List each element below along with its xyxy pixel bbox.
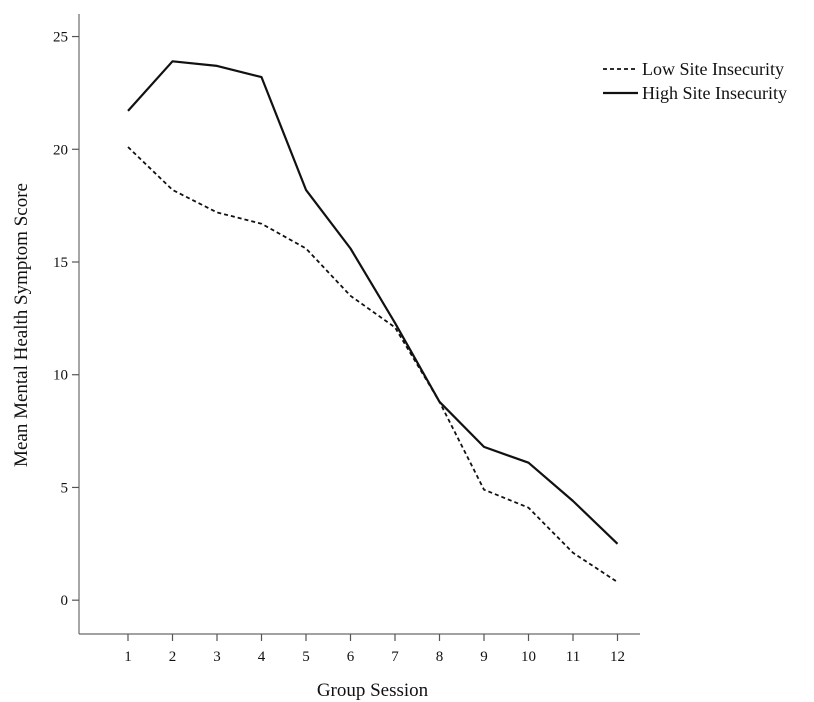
x-tick-label: 1 [124,649,132,665]
y-tick-label: 10 [53,368,68,384]
y-tick-label: 15 [53,255,68,271]
x-tick-label: 6 [347,649,355,665]
x-tick-label: 12 [610,649,625,665]
y-tick-label: 0 [61,593,69,609]
x-tick-label: 11 [566,649,580,665]
legend-label: Low Site Insecurity [642,59,784,79]
y-axis-title: Mean Mental Health Symptom Score [11,183,32,467]
legend-label: High Site Insecurity [642,83,787,103]
x-tick-label: 9 [480,649,488,665]
x-tick-label: 4 [258,649,266,665]
y-tick-label: 20 [53,142,68,158]
x-tick-label: 7 [391,649,399,665]
series-line-low-site-insecurity [127,146,618,583]
x-tick-label: 8 [436,649,444,665]
x-tick-label: 5 [302,649,310,665]
x-tick-label: 10 [521,649,536,665]
series-line-high-site-insecurity [127,60,619,545]
series-lines [127,60,619,583]
y-tick-label: 25 [53,30,68,46]
y-tick-label: 5 [61,480,69,496]
x-tick-label: 3 [213,649,221,665]
legend: Low Site Insecurity High Site Insecurity [603,59,787,103]
x-axis-title: Group Session [317,680,429,701]
x-tick-label: 2 [169,649,177,665]
axes [78,14,640,635]
